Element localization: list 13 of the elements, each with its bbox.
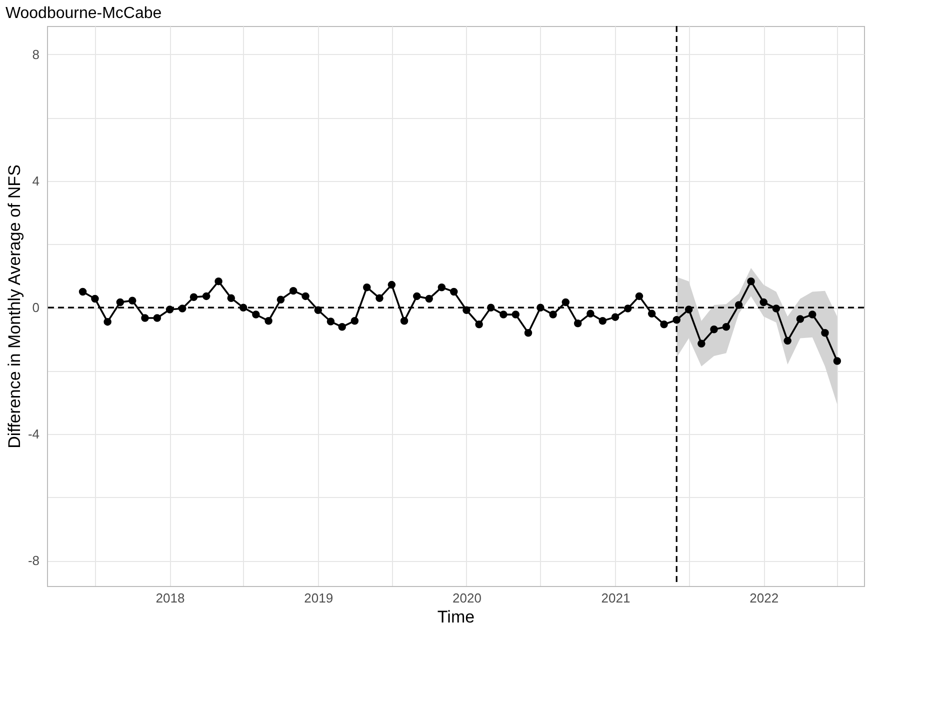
y-tick-label: 8 xyxy=(32,46,40,62)
y-tick-label: -8 xyxy=(28,553,40,568)
x-tick-label: 2022 xyxy=(750,590,779,606)
y-tick-label: -4 xyxy=(28,426,40,442)
x-tick-label: 2018 xyxy=(156,590,185,606)
x-axis-title: Time xyxy=(437,608,475,626)
y-tick-label: 4 xyxy=(32,174,40,189)
chart-title: Woodbourne-McCabe xyxy=(5,5,162,22)
x-tick-label: 2020 xyxy=(452,590,482,606)
y-axis-title: Difference in Monthly Average of NFS xyxy=(4,164,24,448)
x-tick-label: 2021 xyxy=(601,590,630,606)
x-tick-label: 2019 xyxy=(304,590,334,606)
y-tick-label: 0 xyxy=(32,300,40,316)
